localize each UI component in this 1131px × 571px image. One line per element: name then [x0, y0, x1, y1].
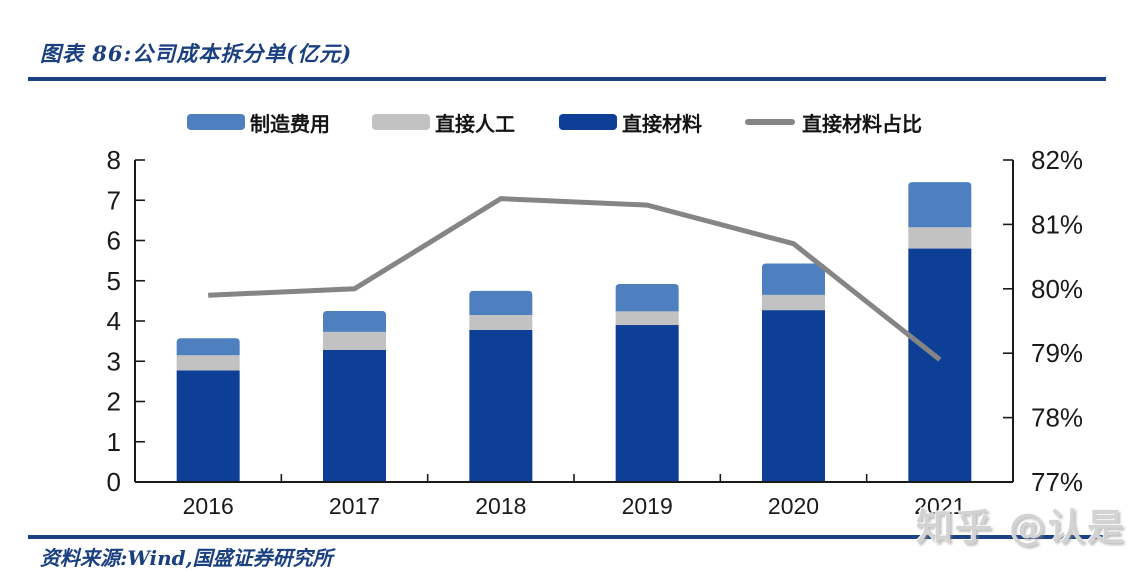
bar-segment-直接材料: [323, 349, 386, 482]
bar-segment-直接人工: [762, 294, 825, 311]
right-axis-tick-label: 80%: [1031, 274, 1083, 304]
bar-segment-制造费用: [908, 182, 972, 228]
y-axis-tick-label: 4: [107, 306, 121, 336]
bar-segment-直接人工: [908, 227, 972, 249]
source-note: 资料来源:Wind,国盛证券研究所: [40, 546, 333, 570]
right-axis-tick-label: 81%: [1031, 209, 1083, 239]
legend-label-materials-ratio: 直接材料占比: [802, 111, 922, 136]
y-axis-tick-label: 3: [107, 346, 121, 376]
bar-segment-直接材料: [908, 248, 972, 482]
bar-segment-直接人工: [176, 355, 240, 371]
right-axis-tick-label: 78%: [1031, 403, 1083, 433]
bar-segment-制造费用: [469, 290, 533, 315]
figure-title: 图表 86:公司成本拆分单(亿元): [40, 41, 353, 66]
y-axis-tick-label: 5: [107, 266, 121, 296]
y-axis-tick-label: 0: [107, 467, 121, 497]
title-divider: [28, 77, 1106, 81]
legend-label-direct-labor: 直接人工: [435, 111, 515, 136]
right-axis-tick-label: 77%: [1031, 467, 1083, 497]
bar-segment-制造费用: [176, 338, 240, 356]
x-axis-category-label: 2017: [329, 493, 380, 519]
legend-label-manufacturing: 制造费用: [250, 111, 330, 136]
watermark: 知乎 @认是: [916, 506, 1126, 549]
legend-swatch-direct-labor: [372, 114, 430, 130]
x-axis-category-label: 2021: [914, 493, 965, 519]
bar-segment-直接材料: [176, 370, 240, 482]
y-axis-tick-label: 8: [107, 145, 121, 175]
bar-segment-直接人工: [615, 311, 679, 326]
right-axis-tick-label: 79%: [1031, 338, 1083, 368]
bar-segment-直接材料: [469, 329, 533, 482]
x-axis-category-label: 2018: [475, 493, 526, 519]
bar-segment-制造费用: [615, 283, 679, 312]
legend-swatch-materials-ratio-line: [745, 119, 795, 125]
y-axis-tick-label: 7: [107, 185, 121, 215]
right-axis-tick-label: 82%: [1031, 145, 1083, 175]
bar-segment-制造费用: [762, 263, 825, 295]
y-axis-tick-label: 2: [107, 387, 121, 417]
legend-swatch-direct-materials: [559, 114, 617, 130]
legend-item-direct-materials: 直接材料: [559, 112, 702, 136]
y-axis-tick-label: 6: [107, 226, 121, 256]
legend-item-materials-ratio: 直接材料占比: [745, 112, 922, 136]
x-axis-category-label: 2020: [768, 493, 819, 519]
materials-ratio-line: [208, 196, 942, 362]
legend-item-manufacturing-cost: 制造费用: [187, 112, 330, 136]
legend-item-direct-labor: 直接人工: [372, 112, 515, 136]
footer-divider: [28, 535, 1106, 539]
y-axis-tick-label: 1: [107, 427, 121, 457]
bar-segment-直接材料: [762, 310, 825, 482]
x-axis-category-label: 2016: [183, 493, 234, 519]
x-axis-category-label: 2019: [622, 493, 673, 519]
bar-segment-直接人工: [469, 314, 533, 330]
bar-segment-直接人工: [323, 331, 386, 350]
legend-swatch-manufacturing: [187, 114, 245, 130]
legend-label-direct-materials: 直接材料: [622, 111, 702, 136]
bar-segment-制造费用: [323, 310, 386, 332]
bar-segment-直接材料: [615, 325, 679, 482]
